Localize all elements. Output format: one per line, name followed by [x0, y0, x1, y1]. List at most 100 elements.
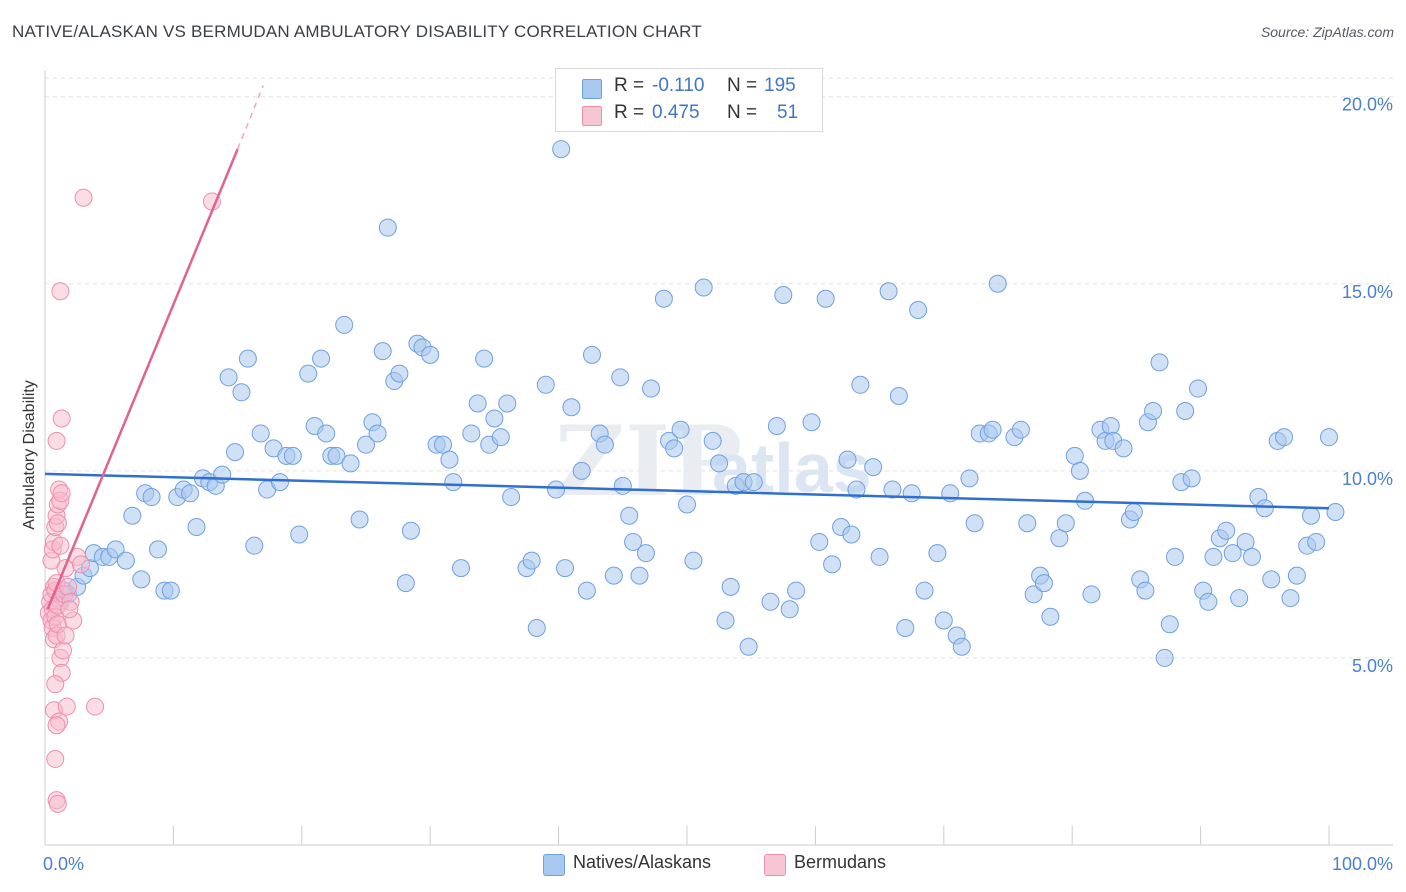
data-point-native: [434, 435, 453, 454]
data-point-native: [1034, 574, 1053, 593]
data-point-native: [823, 555, 842, 574]
data-point-native: [1024, 585, 1043, 604]
data-point-native: [148, 540, 167, 559]
r-value: 0.475: [652, 102, 700, 123]
source-label: Source: ZipAtlas.com: [1260, 24, 1394, 40]
data-point-native: [694, 278, 713, 297]
data-point-native: [767, 416, 786, 435]
data-point-native: [290, 525, 309, 544]
data-point-native: [1050, 529, 1069, 548]
stats-box: R = -0.110 N = 195 R = 0.475 N = 51: [555, 68, 823, 132]
data-point-native: [630, 566, 649, 585]
data-point-native: [378, 218, 397, 237]
data-point-bermudan: [53, 641, 72, 660]
data-point-bermudan: [71, 555, 90, 574]
data-point-native: [1056, 514, 1075, 533]
data-point-native: [642, 379, 661, 398]
data-point-native: [335, 315, 354, 334]
data-point-native: [1242, 547, 1261, 566]
data-point-native: [475, 349, 494, 368]
data-point-native: [744, 473, 763, 492]
data-point-native: [1124, 503, 1143, 522]
data-point-native: [774, 286, 793, 305]
data-point-native: [390, 364, 409, 383]
legend-label: Natives/Alaskans: [573, 852, 712, 872]
data-point-native: [317, 424, 336, 443]
data-point-native: [462, 424, 481, 443]
data-point-native: [816, 289, 835, 308]
data-point-native: [983, 420, 1002, 439]
data-point-bermudan: [86, 697, 105, 716]
data-point-native: [312, 349, 331, 368]
data-point-native: [710, 454, 729, 473]
data-point-native: [1136, 581, 1155, 600]
data-point-native: [522, 551, 541, 570]
data-point-native: [1082, 585, 1101, 604]
x-tick-label: 100.0%: [1332, 854, 1393, 874]
data-point-bermudan: [59, 577, 78, 596]
data-point-native: [1326, 503, 1345, 522]
data-point-native: [1189, 379, 1208, 398]
y-tick-label: 20.0%: [1342, 95, 1393, 115]
data-point-native: [226, 443, 245, 462]
data-point-native: [1199, 592, 1218, 611]
chart-title: NATIVE/ALASKAN VS BERMUDAN AMBULATORY DI…: [12, 22, 702, 41]
data-point-native: [552, 140, 571, 159]
data-point-native: [739, 637, 758, 656]
stats-row-natives: R = -0.110 N = 195: [556, 75, 822, 101]
data-point-native: [928, 544, 947, 563]
data-point-native: [703, 431, 722, 450]
data-point-native: [988, 274, 1007, 293]
data-point-native: [654, 289, 673, 308]
n-value: 195: [764, 75, 796, 96]
data-point-native: [452, 559, 471, 578]
data-point-bermudan: [51, 536, 70, 555]
data-point-native: [213, 465, 232, 484]
x-tick-label: 0.0%: [43, 854, 84, 874]
series-bermudans: [39, 188, 221, 813]
data-point-native: [761, 592, 780, 611]
series-natives-alaskans: [51, 140, 1345, 667]
data-point-native: [577, 581, 596, 600]
data-point-native: [1223, 544, 1242, 563]
data-point-bermudan: [46, 675, 65, 694]
data-point-native: [270, 473, 289, 492]
data-point-native: [620, 506, 639, 525]
data-point-native: [245, 536, 264, 555]
data-point-bermudan: [52, 484, 71, 503]
data-point-native: [1101, 416, 1120, 435]
data-point-native: [299, 364, 318, 383]
data-point-native: [1065, 446, 1084, 465]
trend-line-bermudans: [46, 148, 239, 610]
data-point-native: [421, 345, 440, 364]
data-point-native: [1160, 615, 1179, 634]
data-point-native: [671, 420, 690, 439]
data-point-native: [780, 600, 799, 619]
data-point-native: [952, 637, 971, 656]
data-point-native: [350, 510, 369, 529]
data-point-native: [562, 398, 581, 417]
data-point-native: [896, 618, 915, 637]
data-point-native: [556, 559, 575, 578]
data-point-native: [851, 375, 870, 394]
data-point-native: [864, 458, 883, 477]
data-point-native: [716, 611, 735, 630]
data-point-native: [1262, 570, 1281, 589]
data-point-native: [444, 473, 463, 492]
data-point-native: [527, 618, 546, 637]
data-point-native: [1114, 439, 1133, 458]
data-point-native: [1287, 566, 1306, 585]
data-point-bermudan: [48, 514, 67, 533]
data-point-native: [870, 547, 889, 566]
data-point-native: [613, 476, 632, 495]
n-value: 51: [777, 102, 799, 123]
data-point-native: [357, 435, 375, 454]
data-point-bermudan: [47, 431, 66, 450]
trend-line-bermudans-extension: [236, 85, 264, 150]
data-point-native: [327, 446, 346, 465]
data-point-bermudan: [74, 188, 93, 207]
data-point-native: [572, 461, 591, 480]
data-point-native: [1307, 532, 1326, 551]
data-point-bermudan: [48, 794, 67, 813]
